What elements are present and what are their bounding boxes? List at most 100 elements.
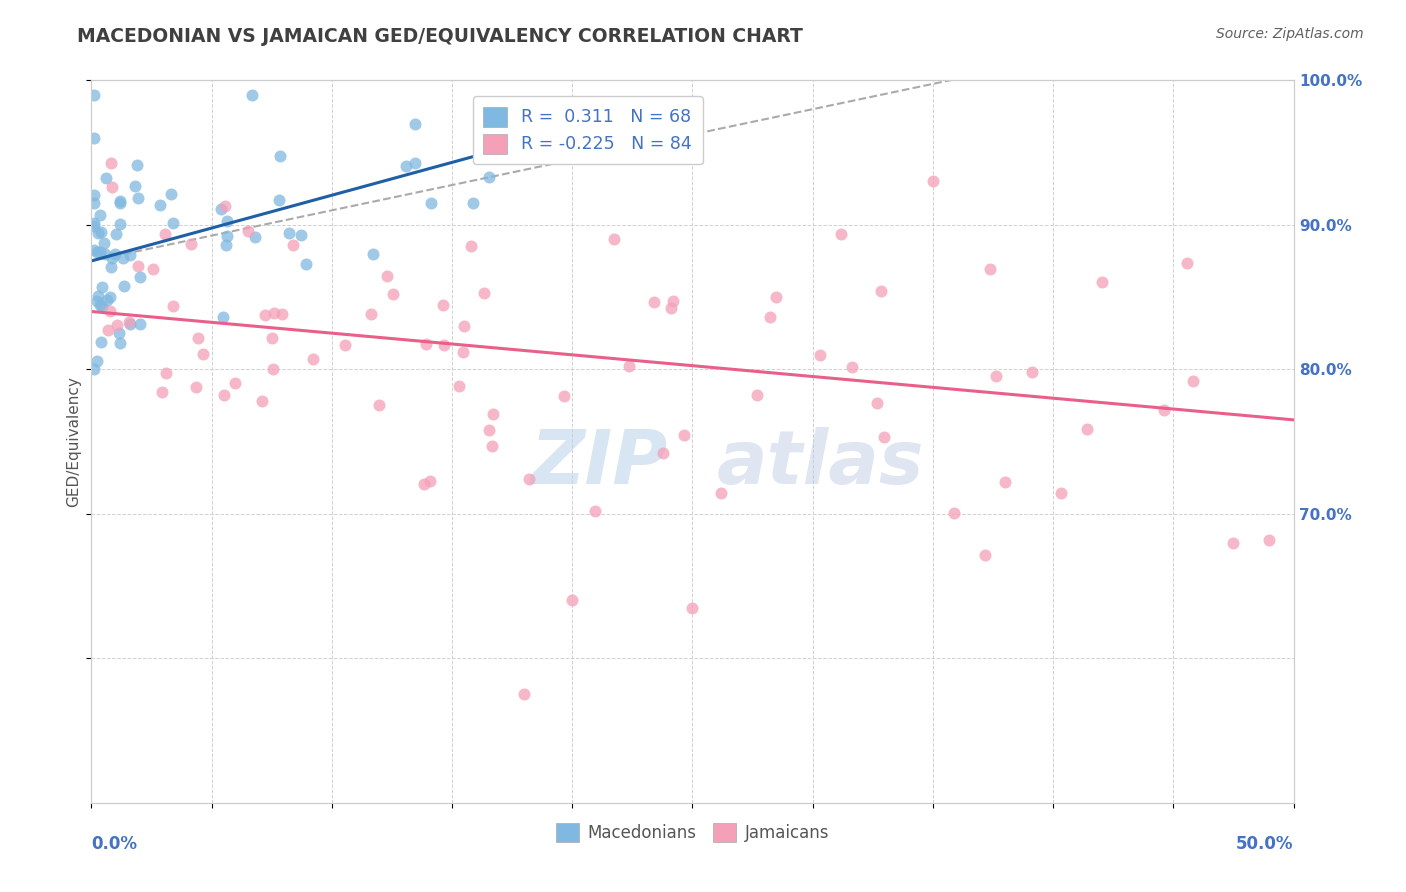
Point bbox=[681, 600, 703, 615]
Point bbox=[100, 156, 122, 170]
Point bbox=[105, 227, 128, 241]
Point bbox=[83, 130, 105, 145]
Point bbox=[105, 318, 128, 332]
Point bbox=[415, 337, 437, 351]
Point bbox=[209, 202, 232, 216]
Point bbox=[269, 148, 291, 162]
Point bbox=[89, 298, 111, 312]
Point bbox=[262, 331, 284, 345]
Point bbox=[973, 548, 995, 562]
Point bbox=[361, 247, 384, 261]
Point bbox=[112, 251, 135, 265]
Point bbox=[162, 217, 184, 231]
Point bbox=[841, 360, 863, 375]
Point bbox=[98, 303, 121, 318]
Point bbox=[128, 317, 150, 331]
Point bbox=[100, 260, 122, 274]
Point bbox=[747, 388, 769, 402]
Point bbox=[129, 269, 152, 284]
Point bbox=[453, 318, 475, 333]
Point bbox=[153, 227, 176, 242]
Point bbox=[404, 117, 426, 131]
Point bbox=[1222, 535, 1244, 549]
Point bbox=[1175, 256, 1198, 270]
Point bbox=[270, 307, 292, 321]
Text: 50.0%: 50.0% bbox=[1236, 835, 1294, 854]
Point bbox=[710, 486, 733, 500]
Point bbox=[217, 229, 239, 244]
Point bbox=[90, 334, 112, 349]
Point bbox=[253, 308, 276, 322]
Point bbox=[419, 474, 441, 488]
Point bbox=[152, 385, 174, 400]
Point bbox=[127, 191, 149, 205]
Point bbox=[93, 247, 115, 261]
Point bbox=[83, 196, 105, 211]
Point bbox=[1076, 422, 1098, 436]
Text: ZIP: ZIP bbox=[531, 426, 668, 500]
Point bbox=[127, 158, 149, 172]
Point bbox=[180, 237, 202, 252]
Point bbox=[1153, 403, 1175, 417]
Point bbox=[262, 362, 284, 376]
Point bbox=[994, 475, 1017, 489]
Point bbox=[301, 352, 323, 367]
Point bbox=[463, 195, 485, 210]
Point bbox=[252, 393, 274, 408]
Point bbox=[87, 289, 110, 303]
Point bbox=[89, 245, 111, 260]
Point bbox=[155, 366, 177, 380]
Point bbox=[1091, 275, 1114, 289]
Point bbox=[759, 310, 782, 324]
Point bbox=[83, 187, 105, 202]
Point bbox=[159, 186, 181, 201]
Point bbox=[83, 244, 105, 258]
Point bbox=[96, 293, 118, 307]
Point bbox=[472, 285, 495, 300]
Point bbox=[290, 227, 312, 242]
Point bbox=[149, 198, 172, 212]
Point bbox=[83, 88, 105, 103]
Point bbox=[91, 280, 114, 294]
Point bbox=[333, 338, 356, 352]
Point bbox=[644, 294, 666, 309]
Point bbox=[236, 224, 259, 238]
Point bbox=[488, 125, 510, 139]
Point bbox=[215, 237, 238, 252]
Point bbox=[1050, 485, 1073, 500]
Point bbox=[494, 98, 516, 112]
Point bbox=[94, 171, 117, 186]
Point bbox=[217, 213, 239, 227]
Point bbox=[104, 247, 127, 261]
Legend: Macedonians, Jamaicans: Macedonians, Jamaicans bbox=[548, 816, 837, 848]
Point bbox=[765, 290, 787, 304]
Point bbox=[478, 423, 501, 437]
Point bbox=[432, 297, 454, 311]
Point bbox=[478, 169, 501, 184]
Point bbox=[481, 439, 503, 453]
Point bbox=[451, 344, 474, 359]
Point bbox=[1182, 374, 1205, 388]
Point bbox=[583, 504, 606, 518]
Point bbox=[83, 219, 105, 233]
Point bbox=[108, 196, 131, 211]
Point bbox=[651, 446, 673, 460]
Point bbox=[922, 174, 945, 188]
Point bbox=[110, 217, 132, 231]
Point bbox=[110, 194, 132, 208]
Point bbox=[513, 687, 536, 701]
Point bbox=[830, 227, 852, 242]
Point bbox=[263, 306, 285, 320]
Point bbox=[91, 299, 114, 313]
Point bbox=[553, 389, 575, 403]
Point bbox=[118, 248, 141, 262]
Point bbox=[97, 323, 120, 337]
Point bbox=[984, 368, 1007, 383]
Point bbox=[187, 331, 209, 345]
Point bbox=[86, 354, 108, 368]
Y-axis label: GED/Equivalency: GED/Equivalency bbox=[66, 376, 82, 507]
Point bbox=[295, 257, 318, 271]
Point bbox=[460, 239, 482, 253]
Point bbox=[87, 226, 110, 240]
Point bbox=[673, 428, 696, 442]
